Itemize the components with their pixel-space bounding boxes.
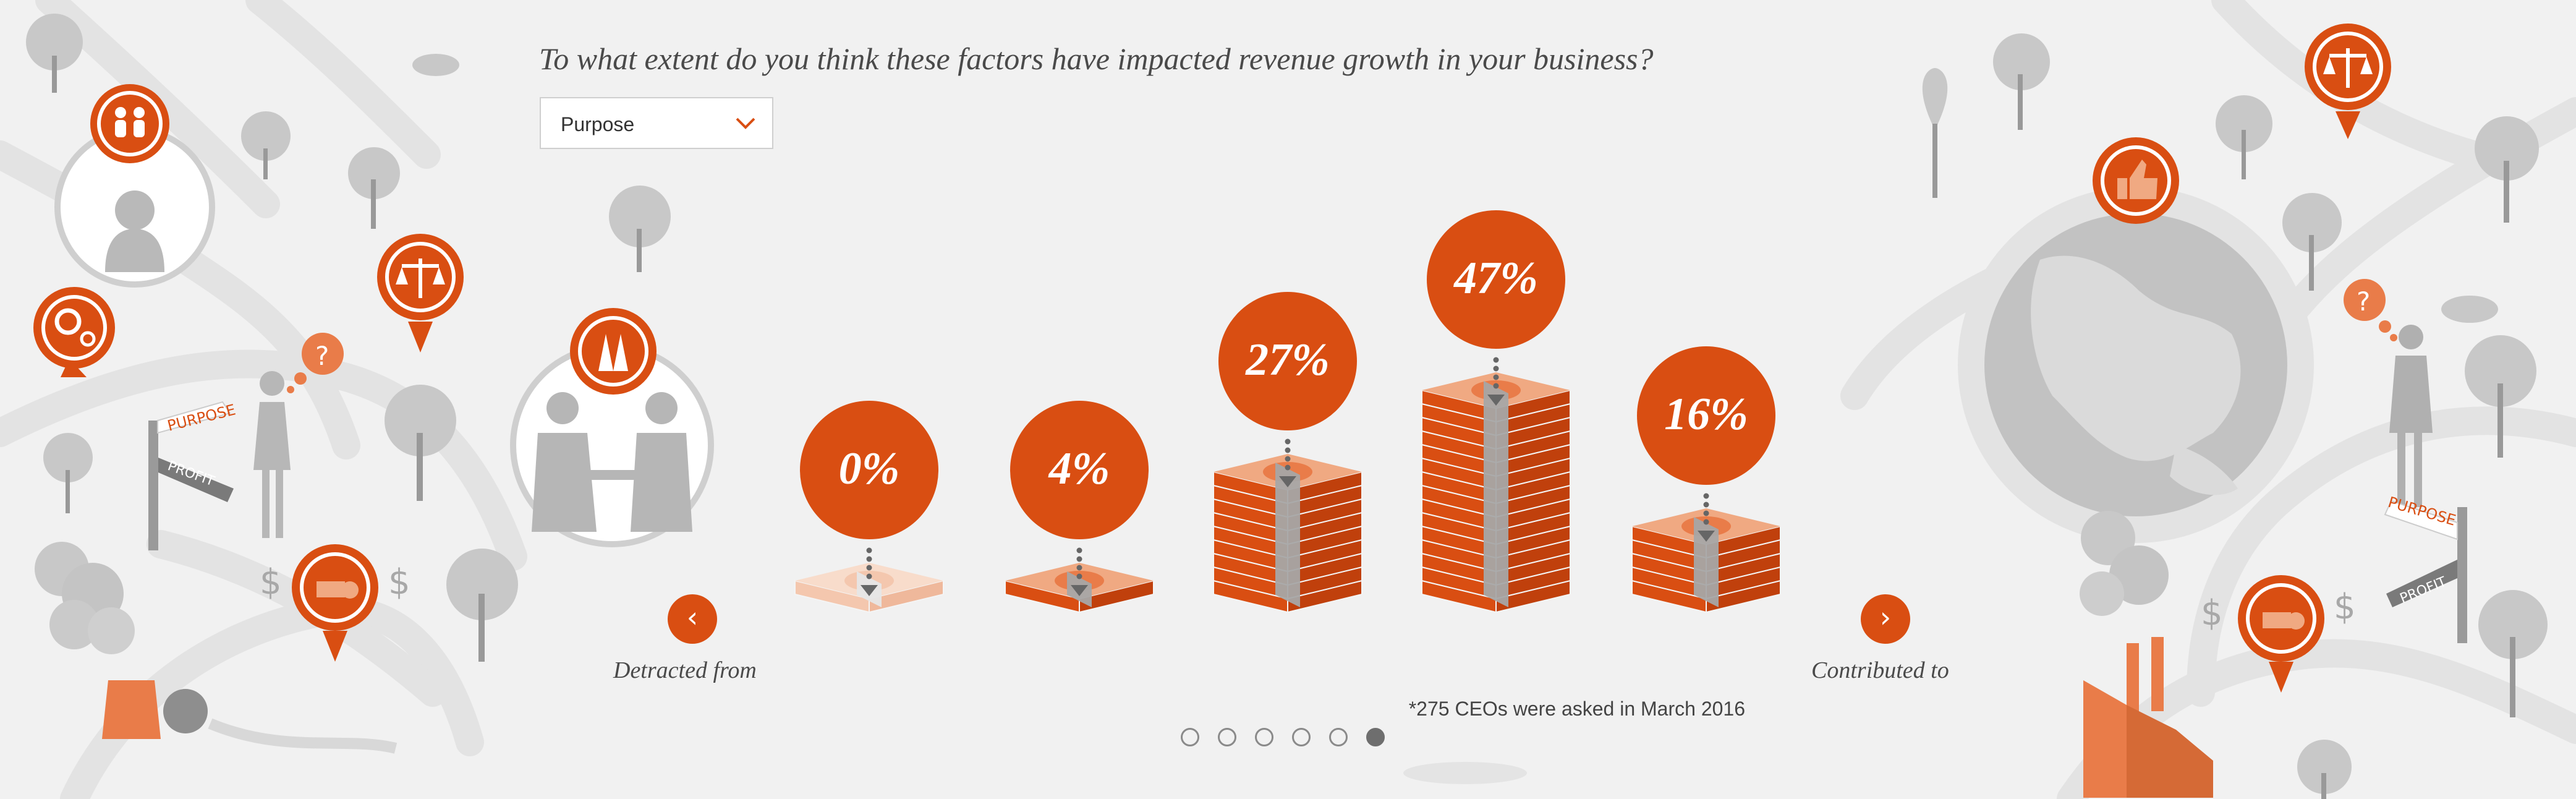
value-label: 0% [839,443,900,494]
handshake-figures-icon [532,392,692,532]
value-label: 16% [1664,389,1748,440]
pointer-dot [1703,519,1709,525]
next-arrow-button[interactable]: › [1861,594,1910,644]
scale-left-label: Detracted from [613,657,757,683]
pointer-arrowhead [1487,395,1505,406]
pagination-dots [1181,728,1385,746]
pointer-dot [1285,438,1291,445]
family-pin-icon [90,84,169,163]
speech-bubble-left-icon: ? [287,333,344,393]
survey-footnote: *275 CEOs were asked in March 2016 [1408,698,1745,720]
factory-icon [2080,511,2213,798]
money-pin-icon [292,544,378,662]
cash-stack-bar [794,563,944,613]
pointer-dot [866,547,872,553]
pointer-dot [1493,383,1499,389]
factor-dropdown[interactable]: Purpose [540,97,773,149]
value-bubble [1010,401,1149,539]
tree-icons-left [26,14,671,662]
pointer-dot [1076,547,1082,553]
scales-pin-right-icon [2305,24,2391,139]
pointer-dot [1285,456,1291,462]
svg-text:?: ? [315,341,329,371]
pointer-dot [866,573,872,579]
pointer-dot [866,565,872,571]
pointer-dot [1493,365,1499,372]
page-dot-4[interactable] [1292,728,1311,746]
page-dot-5[interactable] [1329,728,1348,746]
pointer-dot [1076,565,1082,571]
pointer-dot [1493,374,1499,380]
svg-text:$: $ [260,562,282,602]
pointer-arrowhead [1071,585,1088,596]
value-bubble [1427,210,1565,349]
trees-pin-icon [570,308,657,395]
pointer-dot [1703,502,1709,508]
value-bubble [800,401,938,539]
value-label: 47% [1453,253,1538,304]
speech-bubble-right-icon: ? [2344,279,2397,341]
businesswoman-figure-icon [253,371,291,538]
cash-stack-bar [1631,508,1781,613]
question-heading: To what extent do you think these factor… [539,41,1654,76]
dropdown-selected-value: Purpose [561,113,635,135]
value-bubble [1637,346,1775,485]
pointer-dot [1703,510,1709,516]
money-pin-right-icon [2238,575,2324,693]
svg-text:?: ? [2357,286,2370,317]
page-dot-1[interactable] [1181,728,1199,746]
svg-text:$: $ [388,562,410,602]
businessman-figure-icon [2389,325,2433,507]
pointer-arrowhead [1279,476,1296,487]
svg-text:$: $ [2334,587,2356,627]
pointer-dot [1703,493,1709,499]
thumbs-up-pin-icon [2093,137,2179,224]
page-dot-6[interactable] [1366,728,1385,746]
page-dot-2[interactable] [1218,728,1236,746]
scales-pin-icon [377,234,464,352]
gears-pin-icon [33,287,115,377]
pointer-dot [1076,573,1082,579]
page-dot-3[interactable] [1255,728,1273,746]
pointer-dot [1285,464,1291,471]
svg-text:$: $ [2201,593,2223,633]
pointer-arrowhead [861,585,878,596]
prev-arrow-button[interactable]: ‹ [668,594,717,644]
pointer-arrowhead [1698,531,1715,542]
scale-right-label: Contributed to [1811,657,1949,683]
chevron-down-icon [736,118,755,129]
value-label: 4% [1048,443,1110,494]
pointer-dot [1493,357,1499,363]
pointer-dot [1285,447,1291,453]
tree-icons-right [1922,33,2548,799]
cash-stack-bar [1421,372,1571,613]
value-label: 27% [1245,335,1330,385]
pointer-dot [1076,556,1082,562]
cash-stack-bar [1213,454,1362,613]
value-bubble [1218,292,1357,430]
pointer-dot [866,556,872,562]
chimney-smoke-icon [35,542,397,754]
